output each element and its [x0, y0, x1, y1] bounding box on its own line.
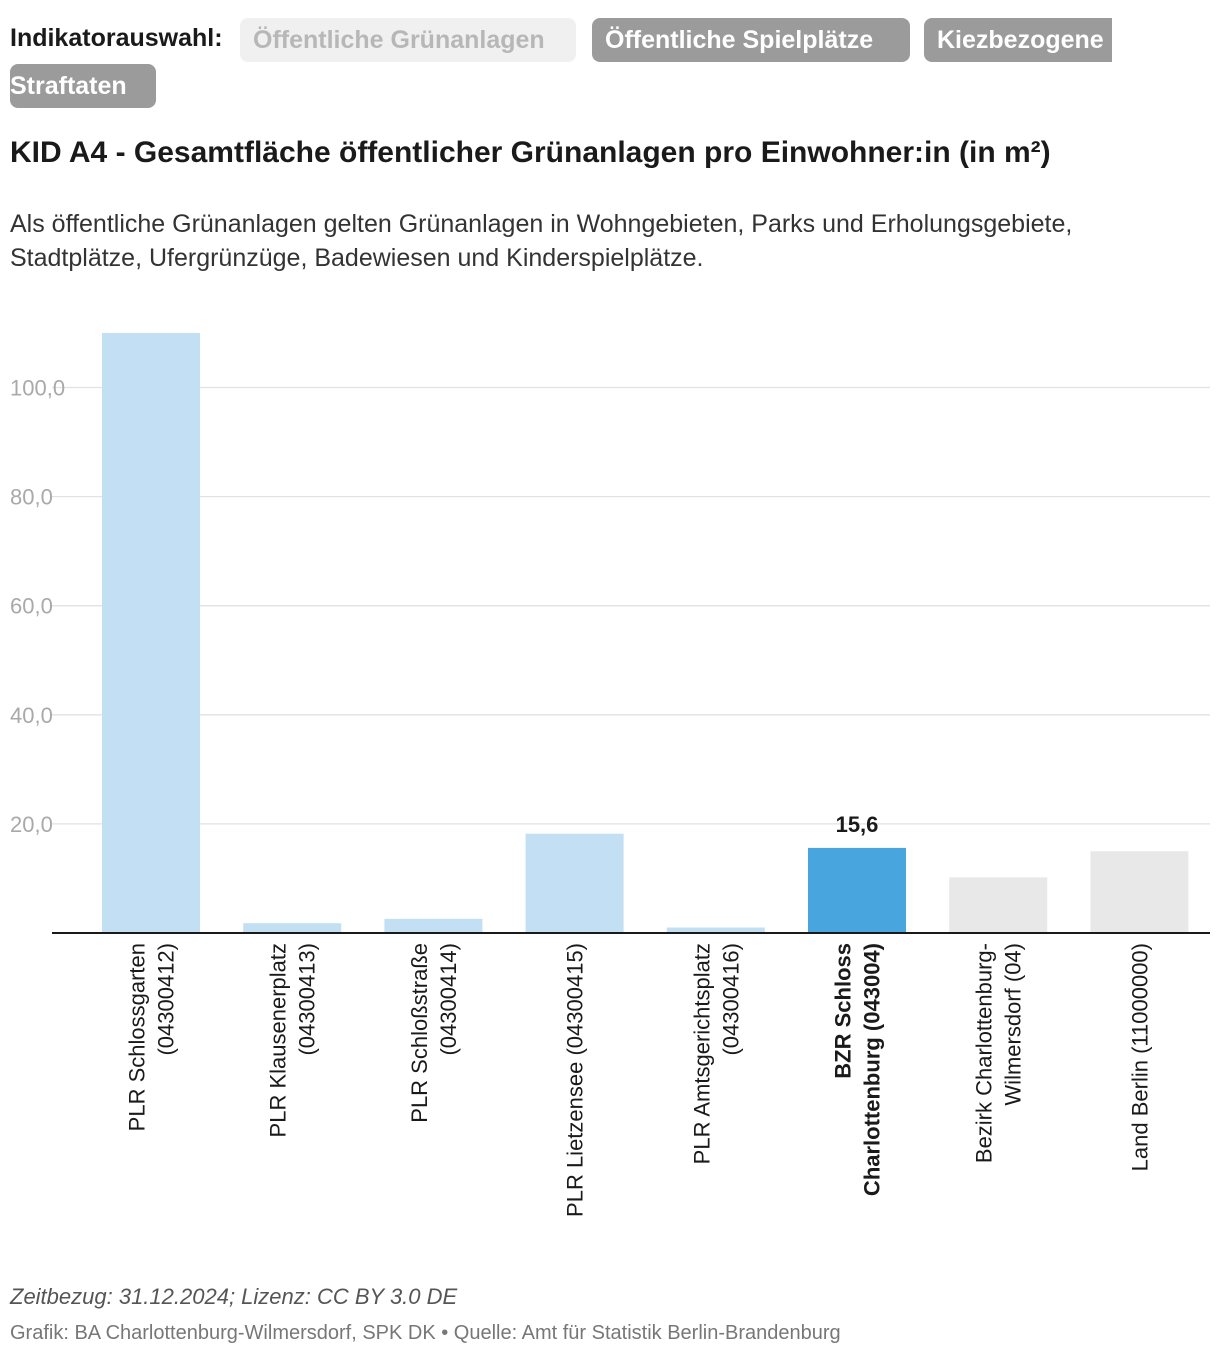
bar-reference[interactable] [1090, 851, 1189, 933]
y-tick-label: 80,0 [10, 485, 53, 510]
x-tick-label: PLR Schlossgarten [125, 943, 150, 1131]
x-tick-label: PLR Schloßstraße [407, 943, 432, 1123]
bar-bzr[interactable] [808, 847, 906, 933]
x-tick-label: (04300413) [295, 943, 320, 1056]
x-tick-label: PLR Klausenerplatz [266, 943, 291, 1137]
y-tick-label: 40,0 [10, 703, 53, 728]
bar-plr[interactable] [525, 833, 624, 933]
indicator-option-spielplaetze[interactable]: Öffentliche Spielplätze [592, 18, 910, 62]
y-tick-label: 20,0 [10, 812, 53, 837]
x-tick-label: (04300412) [154, 943, 179, 1056]
bar-plr[interactable] [102, 332, 200, 933]
x-tick-label: PLR Lietzensee (04300415) [563, 943, 588, 1217]
data-label-highlight: 15,6 [836, 812, 879, 837]
x-tick-label: (04300416) [718, 943, 743, 1056]
y-tick-label: 60,0 [10, 594, 53, 619]
indicator-option-gruenanlagen[interactable]: Öffentliche Grünanlagen [240, 18, 576, 62]
bar-plr[interactable] [243, 923, 342, 933]
indicator-option-straftaten[interactable]: Kiezbezogene [924, 18, 1112, 62]
x-tick-label: Charlottenburg (043004) [860, 943, 885, 1196]
footer-source: Grafik: BA Charlottenburg-Wilmersdorf, S… [10, 1322, 841, 1344]
x-tick-label: Wilmersdorf (04) [1001, 943, 1026, 1106]
footer-meta: Zeitbezug: 31.12.2024; Lizenz: CC BY 3.0… [10, 1284, 458, 1309]
x-tick-label: Land Berlin (11000000) [1127, 943, 1152, 1171]
x-tick-label: (04300414) [436, 943, 461, 1056]
indicator-option-straftaten-continued[interactable]: Straftaten [10, 64, 156, 108]
bar-reference[interactable] [949, 877, 1048, 933]
y-tick-label: 100,0 [10, 376, 65, 401]
x-tick-label: Bezirk Charlottenburg- [972, 943, 997, 1163]
indicator-label: Indikatorauswahl: [10, 24, 223, 52]
indicator-selection: Indikatorauswahl: Öffentliche Grünanlage… [10, 10, 1112, 110]
chart-title: KID A4 - Gesamtfläche öffentlicher Grüna… [10, 136, 1051, 169]
x-tick-label: BZR Schloss [831, 943, 856, 1079]
chart-description: Als öffentliche Grünanlagen gelten Grüna… [10, 210, 1073, 272]
bar-plr[interactable] [384, 918, 483, 933]
x-tick-label: PLR Amtsgerichtsplatz [689, 943, 714, 1164]
bar-plr[interactable] [666, 927, 765, 933]
